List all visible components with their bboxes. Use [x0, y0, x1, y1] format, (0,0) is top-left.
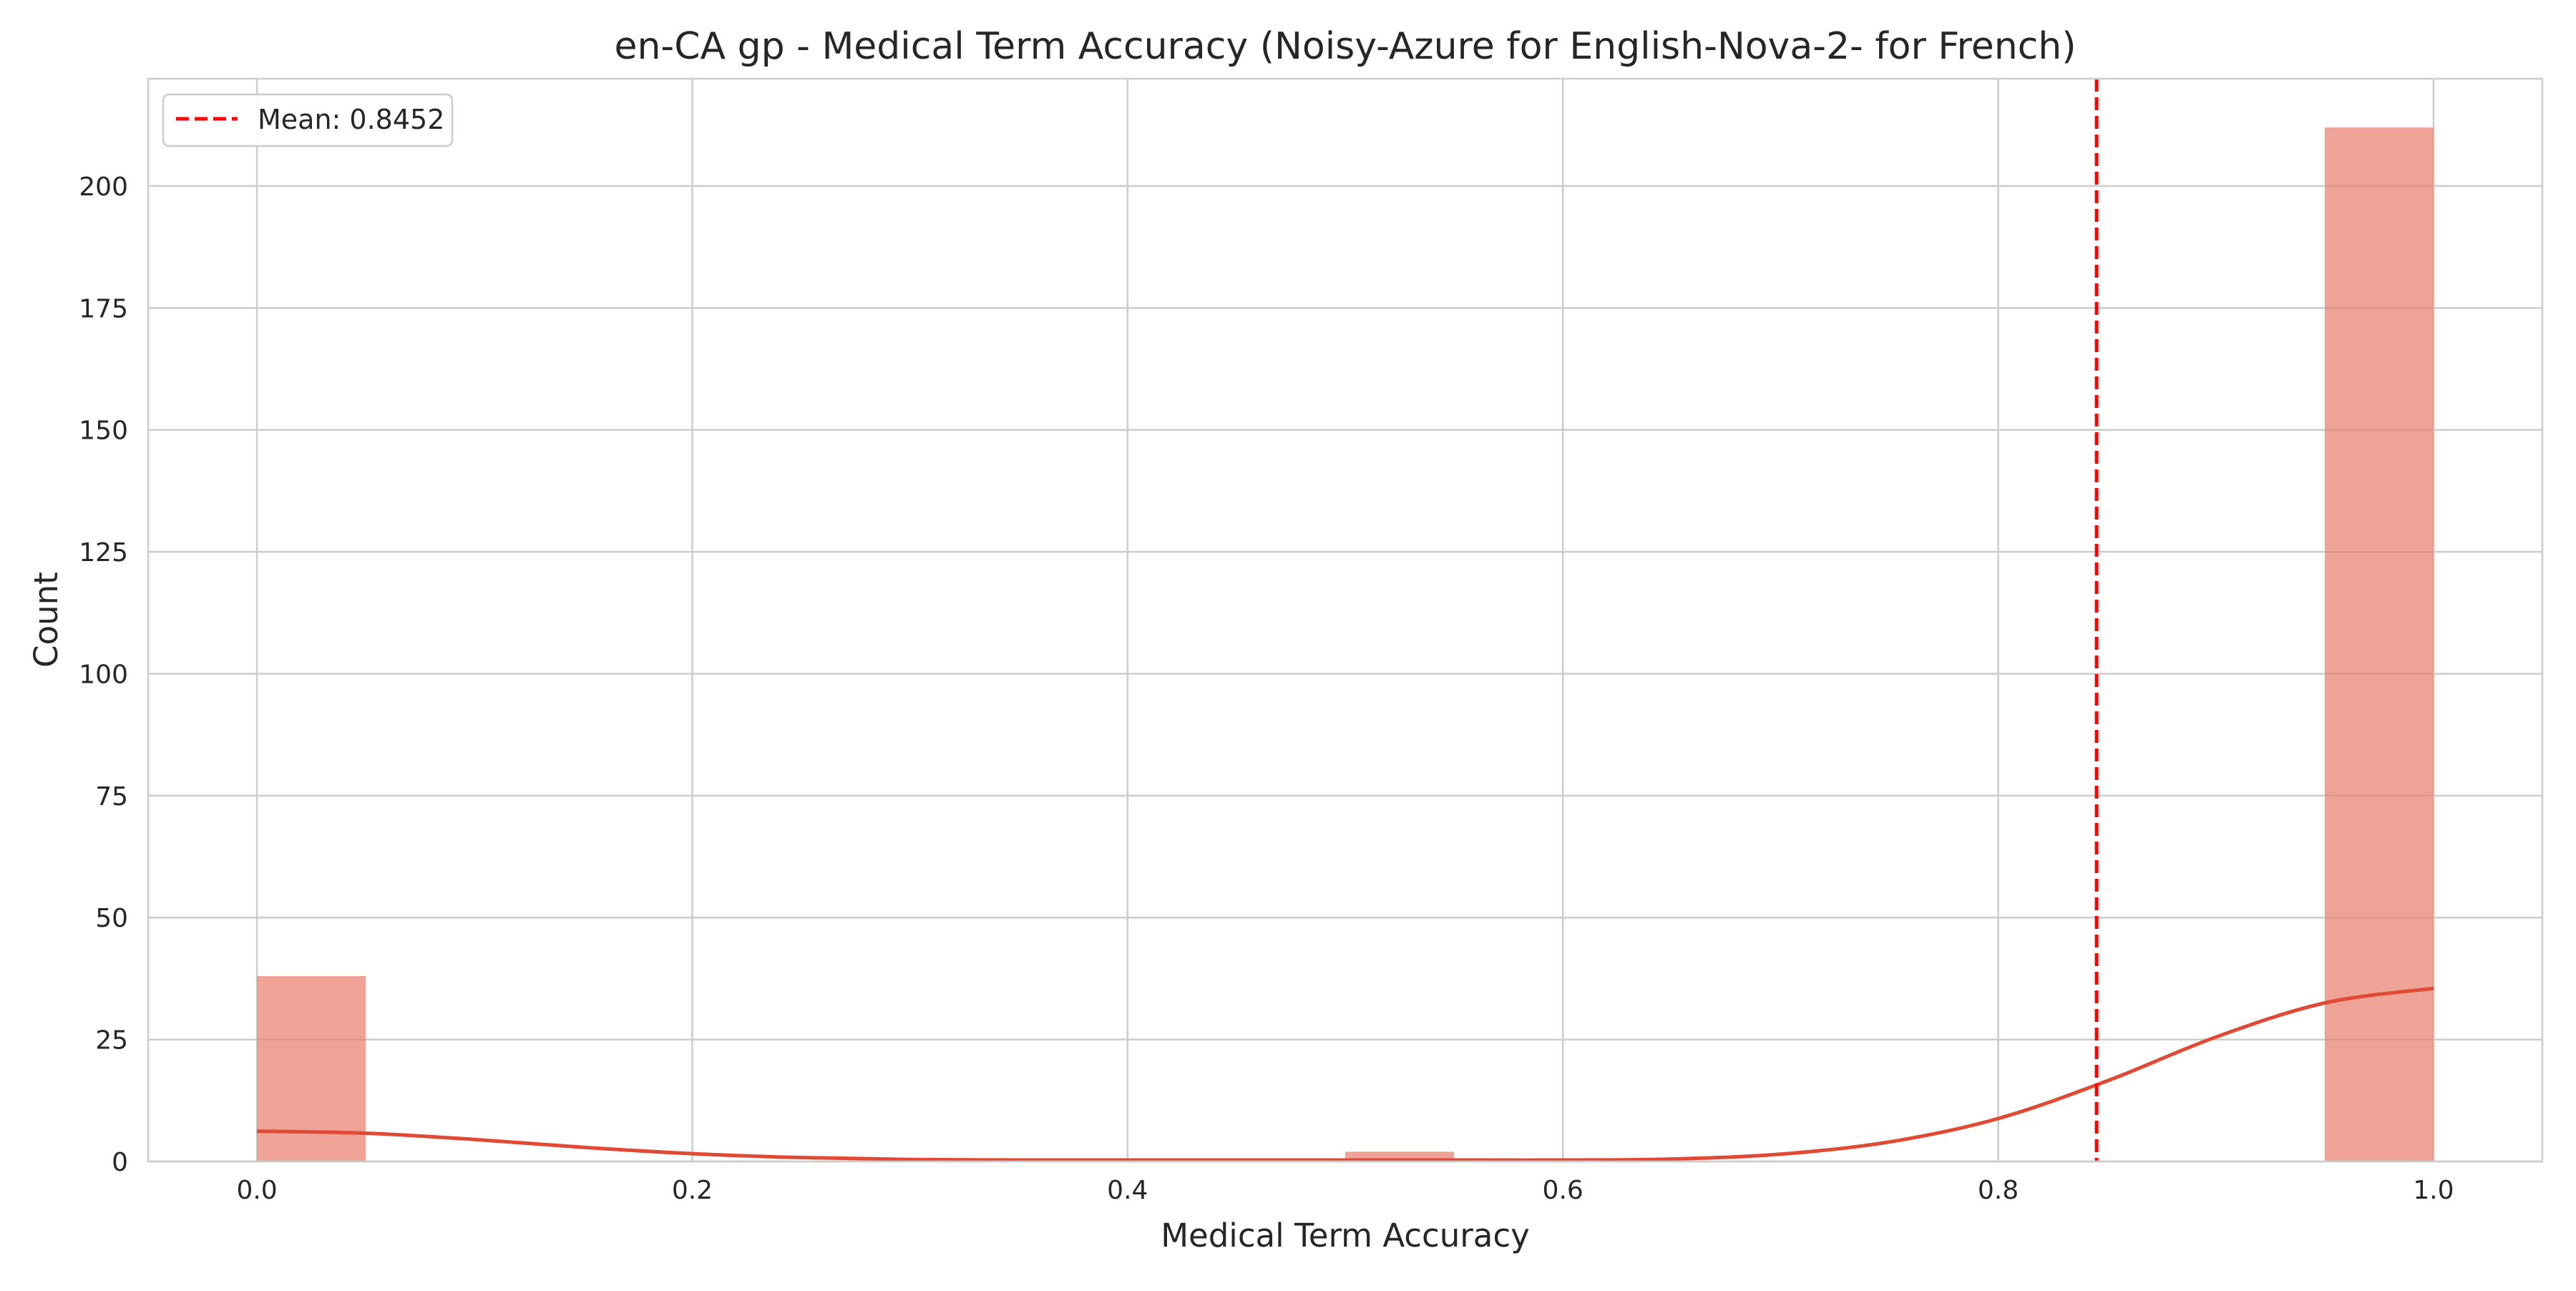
y-tick-label: 200 [79, 172, 128, 202]
x-tick-label: 0.8 [1978, 1176, 2019, 1205]
legend-box [162, 93, 454, 147]
histogram-bar [2324, 127, 2434, 1161]
plot-frame [147, 77, 2544, 1163]
plot-background [148, 79, 2542, 1161]
x-tick-label: 1.0 [2413, 1176, 2454, 1205]
y-tick-label: 175 [79, 294, 128, 323]
x-axis-label: Medical Term Accuracy [1161, 1217, 1530, 1255]
y-tick-label: 125 [79, 538, 128, 567]
x-tick-label: 0.4 [1107, 1176, 1148, 1205]
chart-title: en-CA gp - Medical Term Accuracy (Noisy-… [614, 25, 2076, 68]
y-tick-label: 75 [95, 782, 128, 812]
y-tick-label: 25 [95, 1026, 128, 1056]
y-tick-label: 100 [79, 660, 128, 689]
legend-mean-label: Mean: 0.8452 [258, 104, 444, 135]
kde-curve-group [257, 986, 2434, 1162]
y-tick-label: 50 [95, 904, 128, 933]
legend: Mean: 0.8452 [162, 93, 454, 147]
x-tick-labels: 0.0 0.2 0.4 0.6 0.8 1.0 [236, 1176, 2454, 1205]
y-tick-label: 0 [112, 1148, 128, 1177]
x-tick-label: 0.6 [1543, 1176, 1584, 1205]
y-axis-label: Count [27, 572, 65, 668]
histogram-bars [257, 127, 2434, 1161]
y-tick-label: 150 [79, 416, 128, 446]
x-tick-label: 0.0 [236, 1176, 277, 1205]
y-tick-labels: 0 25 50 75 100 125 150 175 200 [79, 172, 128, 1177]
kde-curve [257, 986, 2434, 1162]
x-tick-label: 0.2 [672, 1176, 713, 1205]
grid-lines [148, 79, 2542, 1163]
